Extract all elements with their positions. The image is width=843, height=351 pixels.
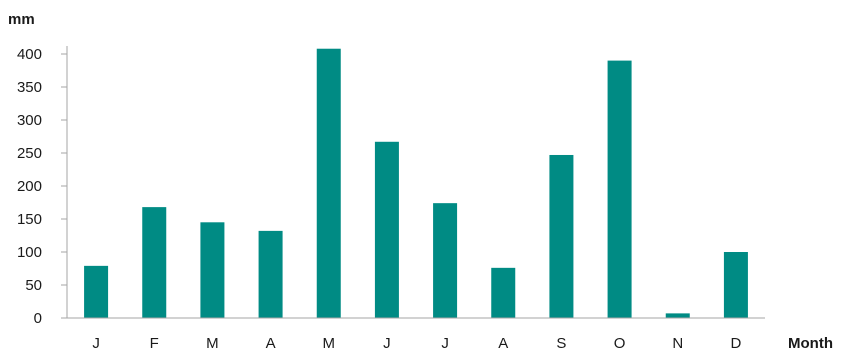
y-tick-label: 0 xyxy=(34,310,42,327)
x-tick-label: A xyxy=(266,335,276,351)
x-tick-label: M xyxy=(323,335,336,351)
y-tick-label: 400 xyxy=(17,46,42,63)
bar xyxy=(374,141,399,318)
y-axis-title: mm xyxy=(8,11,35,28)
bar xyxy=(316,48,341,318)
y-tick-label: 300 xyxy=(17,112,42,129)
bar xyxy=(549,154,574,318)
bar xyxy=(200,222,225,318)
bar xyxy=(142,207,167,318)
x-axis-title: Month xyxy=(788,335,833,351)
y-tick-label: 50 xyxy=(25,277,42,294)
bar xyxy=(258,230,283,318)
x-tick-label: O xyxy=(614,335,626,351)
x-tick-label: F xyxy=(150,335,159,351)
x-tick-label: M xyxy=(206,335,219,351)
y-tick-label: 250 xyxy=(17,145,42,162)
x-tick-label: D xyxy=(730,335,741,351)
x-tick-label: J xyxy=(92,335,100,351)
bar xyxy=(665,313,690,318)
x-tick-label: J xyxy=(441,335,449,351)
y-tick-label: 100 xyxy=(17,244,42,261)
y-tick-label: 200 xyxy=(17,178,42,195)
x-tick-label: J xyxy=(383,335,391,351)
bar xyxy=(723,252,748,318)
x-tick-label: N xyxy=(672,335,683,351)
bars xyxy=(84,48,748,318)
bar xyxy=(84,265,109,318)
x-tick-label: A xyxy=(498,335,508,351)
y-tick-label: 350 xyxy=(17,79,42,96)
bar xyxy=(491,267,516,318)
y-axis-ticks: 0 50 100 150 200 250 300 350 400 xyxy=(17,46,67,327)
y-tick-label: 150 xyxy=(17,211,42,228)
x-tick-label: S xyxy=(556,335,566,351)
bar xyxy=(433,203,458,318)
bar xyxy=(607,60,632,318)
